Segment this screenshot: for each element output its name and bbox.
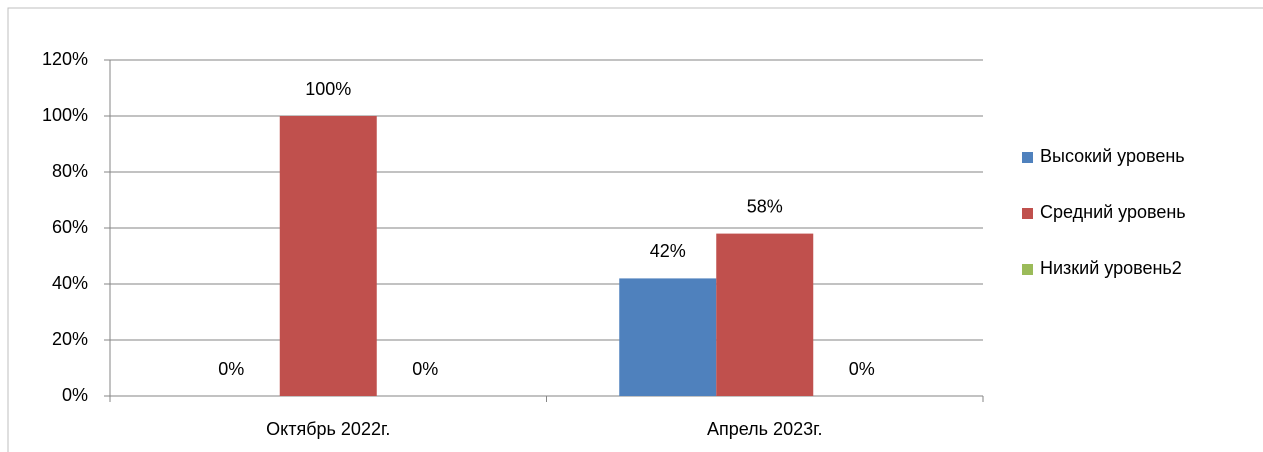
bar xyxy=(619,278,717,396)
y-tick-label: 60% xyxy=(52,217,88,237)
chart-border xyxy=(7,7,1263,452)
legend-label: Высокий уровень xyxy=(1040,146,1185,166)
y-tick-label: 40% xyxy=(52,273,88,293)
data-label: 58% xyxy=(747,196,783,216)
legend-swatch xyxy=(1022,264,1033,275)
legend-label: Низкий уровень2 xyxy=(1040,258,1182,278)
data-label: 0% xyxy=(412,359,438,379)
x-tick-label: Октябрь 2022г. xyxy=(266,419,390,439)
bar xyxy=(279,116,377,396)
y-tick-label: 100% xyxy=(42,105,88,125)
data-label: 0% xyxy=(218,359,244,379)
data-label: 42% xyxy=(650,241,686,261)
bar xyxy=(716,233,814,396)
x-tick-label: Апрель 2023г. xyxy=(707,419,822,439)
legend-swatch xyxy=(1022,208,1033,219)
legend-swatch xyxy=(1022,152,1033,163)
y-tick-label: 120% xyxy=(42,49,88,69)
y-tick-label: 20% xyxy=(52,329,88,349)
data-label: 0% xyxy=(849,359,875,379)
y-tick-label: 80% xyxy=(52,161,88,181)
y-tick-label: 0% xyxy=(62,385,88,405)
data-label: 100% xyxy=(305,79,351,99)
legend-label: Средний уровень xyxy=(1040,202,1186,222)
